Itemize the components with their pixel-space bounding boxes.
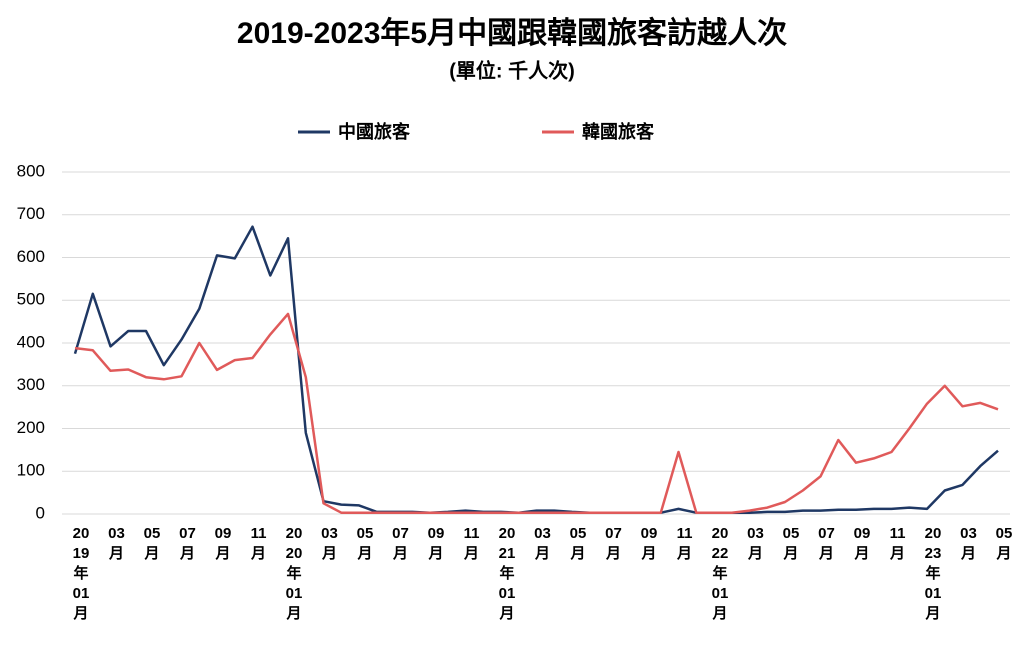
y-tick-label: 700 — [17, 204, 45, 223]
legend-label: 中國旅客 — [338, 121, 411, 142]
x-tick-label: 03月 — [108, 525, 125, 562]
legend-label: 韓國旅客 — [582, 121, 655, 142]
x-tick-label: 2022年01月 — [711, 525, 729, 622]
x-tick-label: 09月 — [853, 525, 871, 562]
x-tick-label: 11月 — [889, 525, 906, 562]
x-tick-label: 05月 — [569, 525, 587, 562]
line-series — [73, 225, 999, 514]
x-tick-label: 09月 — [214, 525, 232, 562]
y-tick-label: 400 — [17, 332, 45, 351]
x-tick-label: 03月 — [960, 525, 977, 562]
y-tick-label: 200 — [17, 418, 45, 437]
x-tick-label: 07月 — [392, 525, 409, 562]
x-tick-label: 09月 — [640, 525, 658, 562]
x-tick-label: 05月 — [143, 525, 161, 562]
x-tick-label: 11月 — [250, 525, 267, 562]
x-tick-label: 09月 — [427, 525, 445, 562]
line-series — [74, 312, 999, 514]
y-tick-label: 800 — [17, 161, 45, 180]
x-tick-label: 03月 — [534, 525, 551, 562]
y-tick-label: 600 — [17, 247, 45, 266]
x-tick-label: 05月 — [995, 525, 1013, 562]
x-tick-label: 11月 — [463, 525, 480, 562]
x-tick-label: 03月 — [321, 525, 338, 562]
y-tick-label: 500 — [17, 290, 45, 309]
x-tick-label: 2019年01月 — [72, 525, 90, 622]
chart-title: 2019-2023年5月中國跟韓國旅客訪越人次 — [237, 16, 787, 50]
y-tick-label: 300 — [17, 375, 45, 394]
chart-subtitle: (單位: 千人次) — [449, 58, 575, 82]
x-tick-label: 11月 — [676, 525, 693, 562]
x-tick-label: 07月 — [179, 525, 196, 562]
x-tick-label: 05月 — [782, 525, 800, 562]
x-tick-label: 07月 — [605, 525, 622, 562]
x-tick-label: 2021年01月 — [498, 525, 516, 622]
x-tick-label: 05月 — [356, 525, 374, 562]
x-tick-label: 07月 — [818, 525, 835, 562]
y-tick-label: 100 — [17, 461, 45, 480]
x-tick-label: 2023年01月 — [924, 525, 942, 622]
x-tick-label: 2020年01月 — [285, 525, 303, 622]
y-tick-label: 0 — [36, 503, 45, 522]
x-tick-label: 03月 — [747, 525, 764, 562]
